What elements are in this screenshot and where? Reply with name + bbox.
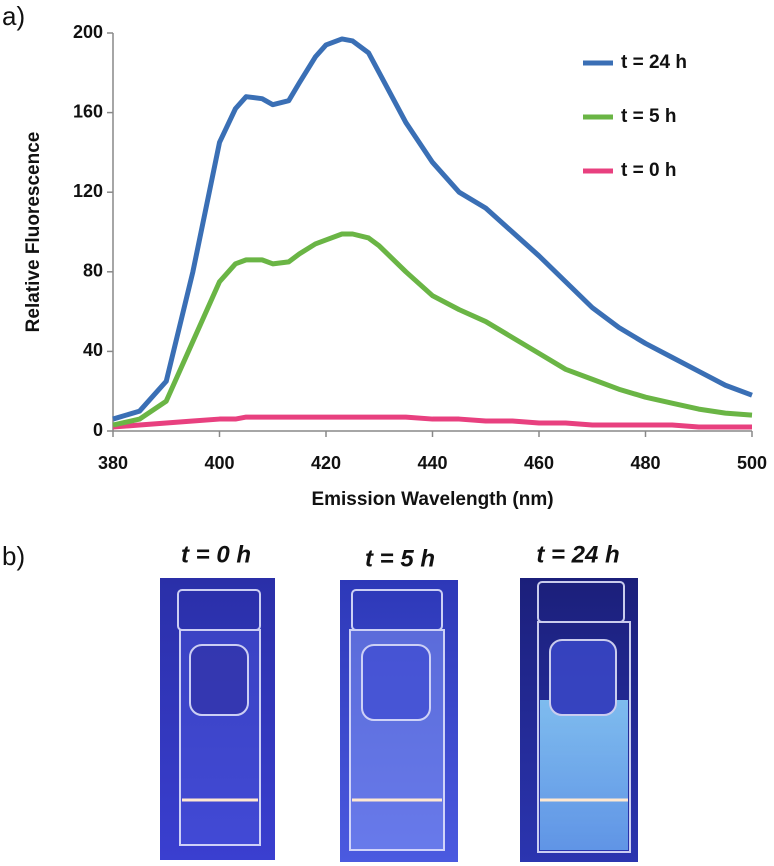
x-tick-label: 480	[630, 453, 660, 473]
photos	[160, 578, 638, 862]
photo-caption: t = 5 h	[365, 545, 435, 572]
x-axis-label: Emission Wavelength (nm)	[311, 489, 553, 510]
x-tick-label: 440	[417, 453, 447, 473]
x-tick-label: 420	[311, 453, 341, 473]
photo-caption: t = 24 h	[536, 541, 619, 568]
y-tick-label: 160	[73, 101, 103, 121]
legend-label: t = 5 h	[621, 106, 676, 127]
legend-label: t = 0 h	[621, 160, 676, 181]
y-tick-label: 120	[73, 181, 103, 201]
x-tick-label: 400	[204, 453, 234, 473]
y-axis-label: Relative Fluorescence	[23, 132, 44, 333]
x-tick-label: 500	[737, 453, 767, 473]
series-line	[112, 231, 753, 428]
x-tick-label: 460	[524, 453, 554, 473]
panel-label: b)	[2, 541, 25, 571]
y-tick-label: 40	[83, 340, 103, 360]
series-line	[112, 414, 752, 430]
y-tick-label: 80	[83, 261, 103, 281]
y-tick-label: 0	[93, 420, 103, 440]
legend-label: t = 24 h	[621, 52, 687, 73]
plot: 0 40 80 120 160 200 380 400 420 440 460 480 500 Emiss…	[23, 22, 767, 510]
panel-label: a)	[2, 1, 25, 31]
cuvettes	[177, 581, 631, 853]
y-tick-label: 200	[73, 22, 103, 42]
series-line	[112, 36, 753, 422]
photo-caption: t = 0 h	[181, 541, 251, 568]
x-tick-label: 380	[98, 453, 128, 473]
